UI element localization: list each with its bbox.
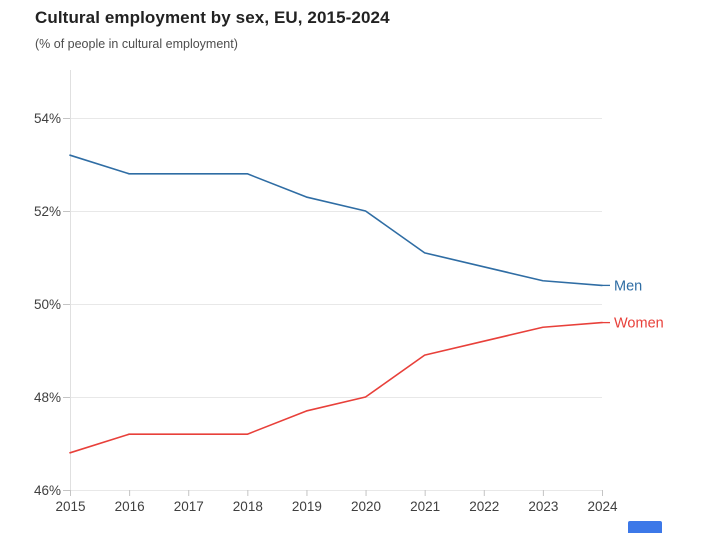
legend-label-men: Men <box>614 278 642 294</box>
x-tick-label: 2024 <box>587 499 618 514</box>
x-tick-label: 2022 <box>469 499 499 514</box>
x-tick-label: 2015 <box>55 499 85 514</box>
x-tick-label: 2018 <box>233 499 263 514</box>
x-tick-label: 2019 <box>292 499 322 514</box>
y-tick-label: 46% <box>34 483 61 498</box>
y-tick-label: 54% <box>34 111 61 126</box>
x-tick-label: 2017 <box>174 499 204 514</box>
x-tick-label: 2020 <box>351 499 381 514</box>
series-labels: Men Women <box>602 278 664 332</box>
page-subtitle: (% of people in cultural employment) <box>35 37 238 51</box>
y-tick-label: 48% <box>34 390 61 405</box>
series-lines <box>69 154 603 454</box>
y-axis: 46% 48% 50% 52% 54% <box>34 70 71 498</box>
series-line-women[interactable] <box>69 321 603 454</box>
share-button[interactable] <box>628 521 662 533</box>
y-tick-label: 52% <box>34 204 61 219</box>
y-tick-label: 50% <box>34 297 61 312</box>
x-tick-label: 2023 <box>528 499 558 514</box>
series-line-men[interactable] <box>69 154 603 287</box>
page-title: Cultural employment by sex, EU, 2015-202… <box>35 8 390 27</box>
x-axis: 2015 2016 2017 2018 2019 2020 2021 2022 2023 2024 <box>55 490 618 514</box>
legend-label-women: Women <box>614 316 664 332</box>
gridlines <box>70 118 602 491</box>
x-tick-label: 2021 <box>410 499 440 514</box>
x-tick-label: 2016 <box>115 499 145 514</box>
